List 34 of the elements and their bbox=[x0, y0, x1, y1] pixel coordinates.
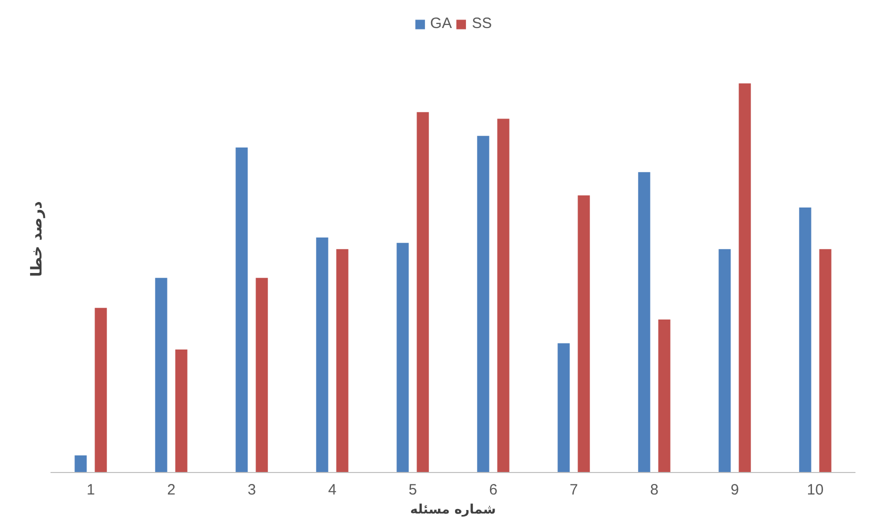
x-tick-label: 9 bbox=[730, 482, 739, 498]
x-tick-label: 8 bbox=[650, 482, 658, 498]
bar bbox=[578, 195, 590, 472]
bar bbox=[256, 278, 268, 472]
legend-label: GA bbox=[430, 15, 452, 32]
bar bbox=[799, 207, 812, 472]
x-tick-label: 4 bbox=[328, 482, 336, 498]
bar bbox=[396, 242, 409, 472]
bar bbox=[477, 136, 490, 472]
x-tick-label: 2 bbox=[167, 482, 176, 498]
bar bbox=[558, 343, 570, 472]
bar bbox=[738, 83, 751, 472]
x-tick-label: 10 bbox=[806, 482, 824, 498]
bar bbox=[416, 112, 429, 472]
x-axis-title: شماره مسئله bbox=[410, 502, 496, 518]
y-axis-title: درصد خطا bbox=[28, 200, 46, 277]
x-tick-label: 6 bbox=[489, 482, 498, 498]
bar bbox=[155, 278, 168, 472]
bar bbox=[497, 118, 510, 472]
bar bbox=[175, 350, 188, 472]
x-tick-label: 3 bbox=[248, 482, 256, 498]
legend-label: SS bbox=[472, 15, 492, 32]
x-tick-label: 7 bbox=[570, 482, 578, 498]
bar bbox=[819, 249, 832, 472]
x-tick-label: 1 bbox=[86, 482, 95, 498]
bar bbox=[316, 237, 328, 472]
bar bbox=[236, 148, 248, 472]
bar bbox=[658, 320, 670, 472]
bar bbox=[74, 455, 87, 472]
bar bbox=[638, 172, 650, 472]
x-tick-label: 5 bbox=[408, 482, 417, 498]
bar bbox=[336, 249, 348, 472]
bar bbox=[94, 308, 107, 472]
bar bbox=[718, 249, 731, 472]
